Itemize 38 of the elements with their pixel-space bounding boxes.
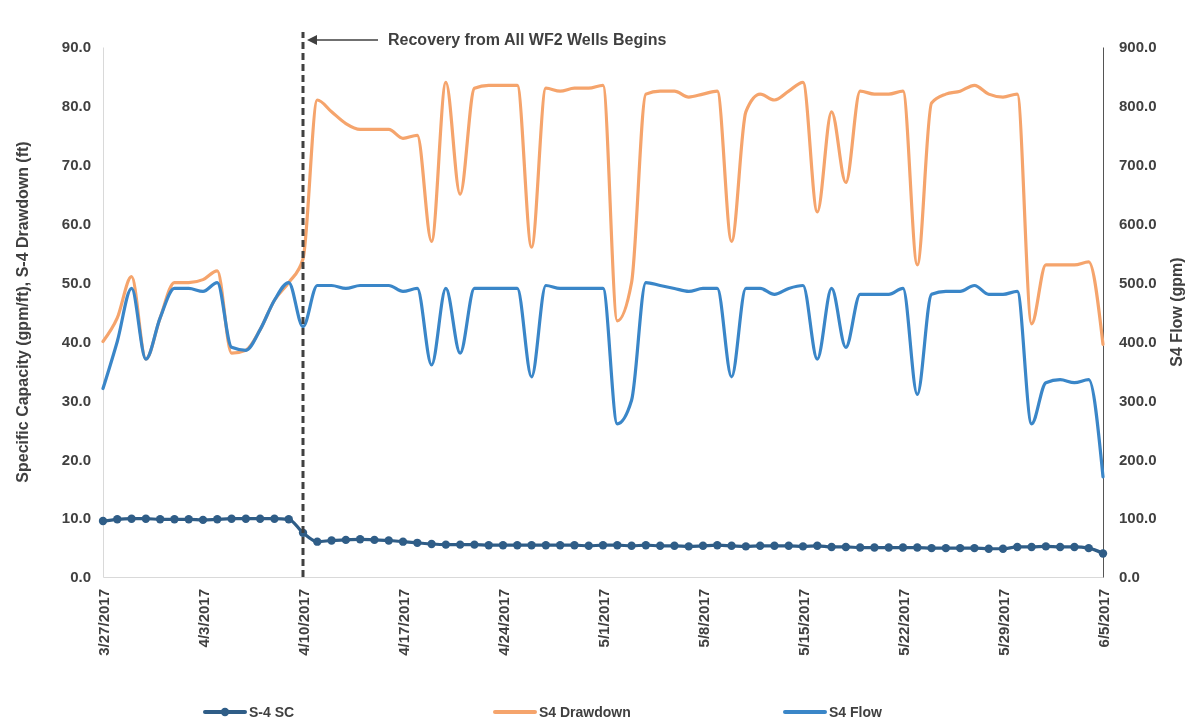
y2-tick-label: 600.0 <box>1119 214 1157 232</box>
ref-line-label: Recovery from All WF2 Wells Begins <box>388 31 667 48</box>
y-tick-label: 0.0 <box>70 568 91 586</box>
legend-label: S-4 SC <box>249 704 295 720</box>
x-tick-label: 5/15/2017 <box>794 589 812 656</box>
y-tick-label: 50.0 <box>61 273 91 291</box>
legend-label: S4 Flow <box>829 704 883 720</box>
y2-tick-label: 900.0 <box>1119 38 1157 56</box>
x-tick-label: 5/29/2017 <box>994 589 1012 656</box>
x-tick-label: 4/17/2017 <box>394 589 412 656</box>
y-tick-label: 40.0 <box>61 332 91 350</box>
y-tick-label: 20.0 <box>61 450 91 468</box>
x-tick-label: 4/10/2017 <box>294 589 312 656</box>
y-axis-title: Specific Capacity (gpm/ft), S-4 Drawdown (ft) <box>14 141 31 483</box>
y2-tick-label: 400.0 <box>1119 332 1157 350</box>
x-tick-label: 3/27/2017 <box>94 589 112 656</box>
legend-label: S4 Drawdown <box>539 704 631 720</box>
x-tick-label: 4/24/2017 <box>494 589 512 656</box>
x-tick-label: 5/8/2017 <box>694 589 712 648</box>
x-tick-label: 4/3/2017 <box>194 589 212 648</box>
y2-tick-label: 500.0 <box>1119 273 1157 291</box>
y2-tick-label: 300.0 <box>1119 391 1157 409</box>
y2-tick-label: 0.0 <box>1119 568 1140 586</box>
x-tick-label: 5/22/2017 <box>894 589 912 656</box>
y2-tick-label: 700.0 <box>1119 156 1157 174</box>
x-tick-label: 6/5/2017 <box>1094 589 1112 648</box>
y2-tick-label: 200.0 <box>1119 450 1157 468</box>
y-tick-label: 70.0 <box>61 156 91 174</box>
y-tick-label: 80.0 <box>61 97 91 115</box>
y2-tick-label: 100.0 <box>1119 509 1157 527</box>
y-tick-label: 10.0 <box>61 509 91 527</box>
line-series <box>101 280 1105 479</box>
x-tick-label: 5/1/2017 <box>594 589 612 648</box>
y2-axis-title: S4 Flow (gpm) <box>1168 257 1185 367</box>
y-tick-label: 60.0 <box>61 214 91 232</box>
y-tick-label: 90.0 <box>61 38 91 56</box>
y-tick-label: 30.0 <box>61 391 91 409</box>
y2-tick-label: 800.0 <box>1119 97 1157 115</box>
